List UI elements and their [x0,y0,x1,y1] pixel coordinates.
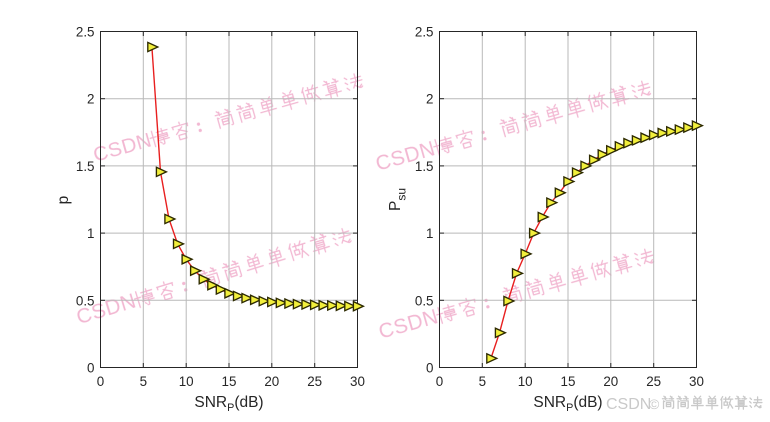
svg-text:15: 15 [222,374,237,389]
svg-text:10: 10 [179,374,194,389]
svg-text:5: 5 [479,374,486,389]
svg-text:2: 2 [426,92,433,107]
svg-text:15: 15 [561,374,576,389]
svg-text:CSDN: CSDN [606,396,651,413]
svg-text:0.5: 0.5 [415,293,434,308]
svg-text:SNRP(dB): SNRP(dB) [194,394,263,414]
svg-text:1: 1 [87,226,94,241]
svg-text:1: 1 [426,226,433,241]
svg-text:0: 0 [87,361,94,376]
svg-text:©: © [649,396,660,412]
svg-text:0: 0 [97,374,104,389]
svg-text:20: 20 [264,374,279,389]
svg-text:25: 25 [307,374,322,389]
svg-text:0.5: 0.5 [76,293,95,308]
svg-text:SNRP(dB): SNRP(dB) [533,394,602,414]
svg-text:10: 10 [518,374,533,389]
svg-text:1.5: 1.5 [76,159,95,174]
svg-text:30: 30 [689,374,704,389]
svg-text:0: 0 [426,361,433,376]
svg-text:0: 0 [436,374,443,389]
svg-text:1.5: 1.5 [415,159,434,174]
svg-text:20: 20 [603,374,618,389]
svg-text:5: 5 [140,374,147,389]
svg-text:2: 2 [87,92,94,107]
svg-text:25: 25 [646,374,661,389]
svg-text:30: 30 [350,374,365,389]
svg-text:2.5: 2.5 [415,25,434,40]
svg-text:2.5: 2.5 [76,25,95,40]
svg-text:p: p [55,196,72,205]
